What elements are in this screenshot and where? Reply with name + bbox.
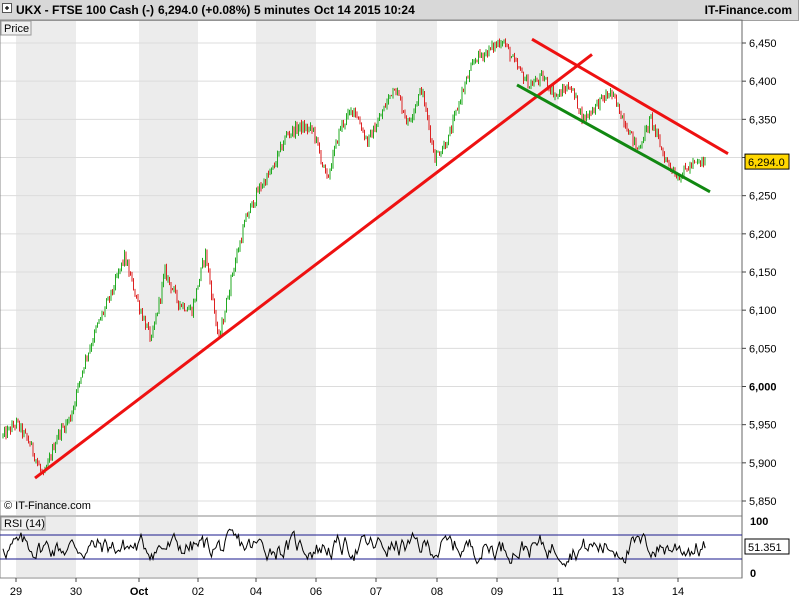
trendline-falling-support[interactable]	[516, 83, 711, 194]
y-tick-label: 6,150	[749, 267, 777, 279]
x-tick-label: 11	[552, 586, 563, 598]
last-price-tag	[744, 153, 790, 170]
y-tick-label: 6,450	[749, 38, 777, 50]
rsi-band-4	[256, 517, 316, 577]
price-candles	[2, 38, 706, 476]
band-10	[618, 21, 678, 515]
band-0	[16, 21, 76, 515]
band-6	[376, 21, 437, 515]
y-tick-label: 6,000	[749, 382, 777, 394]
x-tick-label: 07	[370, 586, 382, 598]
x-tick-label: 08	[431, 586, 443, 598]
x-tick-label: 02	[192, 586, 204, 598]
rsi-label-box	[0, 516, 46, 531]
symbol-title: UKX - FTSE 100 Cash (-)	[16, 3, 155, 17]
last-quote: 6,294.0 (+0.08%)	[158, 3, 251, 17]
band-8	[497, 21, 558, 515]
rsi-tick-100: 100	[750, 516, 768, 528]
quote-datetime: Oct 14 2015 10:24	[314, 3, 415, 17]
y-tick-label: 6,200	[749, 229, 777, 241]
last-rsi-value: 51.351	[748, 542, 782, 554]
rsi-panel-label: RSI (14)	[4, 518, 45, 530]
chart-background-bands	[16, 21, 678, 577]
trendline-rising-support[interactable]	[34, 53, 593, 480]
rsi-indicator	[0, 528, 742, 568]
rsi-band-10	[618, 517, 678, 577]
last-rsi-tag	[744, 538, 790, 555]
last-price-value: 6,294.0	[748, 157, 785, 169]
rsi-band-8	[497, 517, 558, 577]
rsi-line	[2, 528, 706, 568]
interval-label: 5 minutes	[254, 3, 311, 17]
time-x-ticks: 29 30 Oct 02 04 06 07 08 09 11 13 14	[10, 578, 684, 598]
price-label-box	[0, 20, 32, 36]
x-tick-label: 09	[491, 586, 503, 598]
x-tick-label: 13	[612, 586, 624, 598]
y-tick-label: 6,250	[749, 191, 777, 203]
trendlines	[34, 37, 729, 480]
y-tick-label: 6,350	[749, 114, 777, 126]
horizontal-gridlines	[0, 42, 742, 502]
x-tick-label: 04	[250, 586, 262, 598]
y-tick-label: 6,050	[749, 343, 777, 355]
y-tick-label: 5,850	[749, 496, 777, 508]
x-tick-label: Oct	[130, 586, 149, 598]
x-tick-label: 30	[70, 586, 82, 598]
price-panel-label: Price	[4, 23, 29, 35]
x-tick-label: 06	[310, 586, 322, 598]
expand-icon[interactable]	[2, 3, 14, 17]
y-tick-label: 6,100	[749, 305, 777, 317]
y-tick-label: 5,900	[749, 458, 777, 470]
y-tick-label: 6,400	[749, 76, 777, 88]
copyright-label: © IT-Finance.com	[4, 500, 91, 512]
brand-label: IT-Finance.com	[704, 3, 792, 17]
band-2	[139, 21, 198, 515]
band-4	[256, 21, 316, 515]
price-y-ticks: 6,4506,4006,3506,3006,2506,2006,1506,100…	[742, 38, 777, 508]
rsi-band-2	[139, 517, 198, 577]
trendline-falling-resistance[interactable]	[531, 37, 729, 155]
y-tick-label: 5,950	[749, 420, 777, 432]
x-tick-label: 29	[10, 586, 22, 598]
rsi-tick-0: 0	[750, 568, 756, 580]
x-tick-label: 14	[672, 586, 684, 598]
